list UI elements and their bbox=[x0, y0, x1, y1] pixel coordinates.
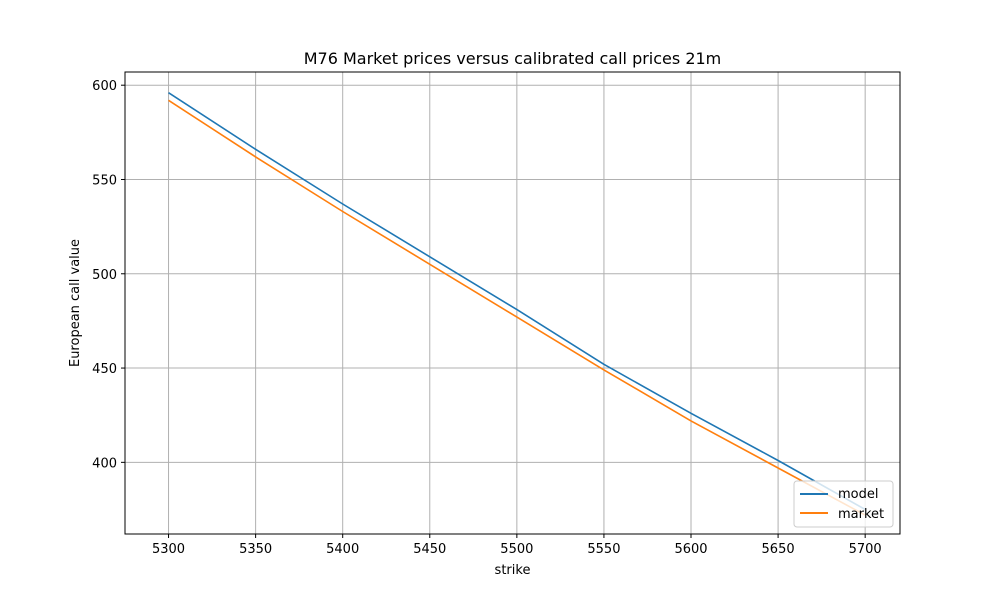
x-tick-label: 5700 bbox=[849, 542, 882, 557]
x-tick-label: 5550 bbox=[587, 542, 620, 557]
series-lines bbox=[168, 92, 866, 516]
y-tick-label: 400 bbox=[92, 456, 117, 471]
x-tick-label: 5350 bbox=[239, 542, 272, 557]
series-line-model bbox=[168, 92, 866, 511]
legend-label-model: model bbox=[838, 487, 878, 502]
x-tick-label: 5300 bbox=[152, 542, 185, 557]
x-tick-label: 5500 bbox=[500, 542, 533, 557]
y-tick-label: 500 bbox=[92, 268, 117, 283]
y-axis-title: European call value bbox=[68, 239, 83, 367]
series-line-market bbox=[168, 99, 866, 516]
x-axis-ticks: 5300 5350 5400 5450 5500 5550 5600 5650 5700 bbox=[152, 534, 882, 557]
y-tick-label: 600 bbox=[92, 79, 117, 94]
plot-area-frame bbox=[124, 71, 901, 535]
chart-title: M76 Market prices versus calibrated call… bbox=[304, 49, 722, 68]
legend-label-market: market bbox=[838, 507, 884, 522]
legend: model market bbox=[793, 480, 894, 528]
grid-lines bbox=[125, 72, 900, 534]
x-tick-label: 5450 bbox=[413, 542, 446, 557]
legend-box bbox=[793, 480, 894, 528]
y-tick-label: 450 bbox=[92, 362, 117, 377]
y-axis-ticks: 400 450 500 550 600 bbox=[92, 79, 125, 471]
y-tick-label: 550 bbox=[92, 173, 117, 188]
x-tick-label: 5600 bbox=[674, 542, 707, 557]
x-tick-label: 5650 bbox=[762, 542, 795, 557]
x-tick-label: 5400 bbox=[326, 542, 359, 557]
x-axis-title: strike bbox=[495, 563, 531, 578]
